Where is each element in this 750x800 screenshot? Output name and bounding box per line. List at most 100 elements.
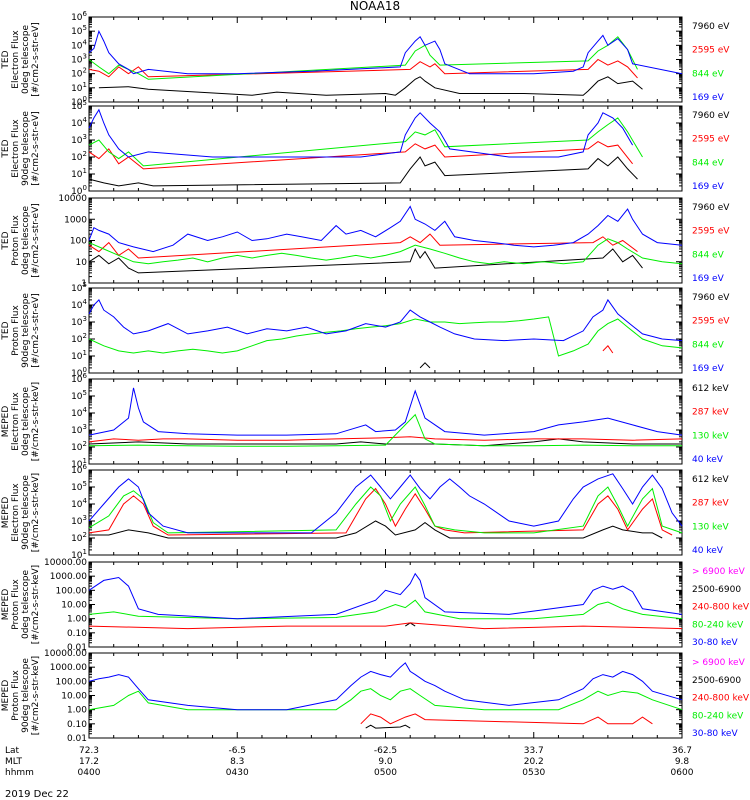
legend-label: 287 keV <box>692 408 729 418</box>
y-tick-label: 1000.00 <box>50 572 87 582</box>
x-tick-label: 20.2 <box>524 757 544 767</box>
x-axis-labels: Lat 72.3 -6.5 -62.5 33.7 36.7 MLT 17.2 8.3 9.0 20.… <box>5 746 694 778</box>
y-tick-label: 100.00 <box>56 586 88 596</box>
y-tick-label: 104 <box>71 497 87 510</box>
y-tick-label: 1 <box>81 279 87 289</box>
panel-3: 1 10 100 1000 10000 TEDProton Flux0deg telesc… <box>1 194 730 289</box>
series-line-0 <box>88 156 638 187</box>
y-tick-label: 104 <box>71 406 87 419</box>
y-tick-label: 10000.00 <box>44 558 87 568</box>
x-row-label: Lat <box>5 746 20 756</box>
x-row-label: MLT <box>5 757 23 767</box>
y-tick-label: 0.01 <box>67 643 87 653</box>
legend-label: 2595 eV <box>692 317 730 327</box>
y-tick-label: 101 <box>71 81 87 94</box>
legend-label: 612 keV <box>692 384 729 394</box>
chart-title: NOAA18 <box>350 0 400 13</box>
panel-8: 0.01 0.10 1.00 10.00 100.00 1000.00 10000.00ME… <box>1 649 750 744</box>
y-axis-label: TEDElectron Flux90deg telescope[#/cm2-s-… <box>1 111 41 186</box>
panel-frame <box>88 105 683 192</box>
y-tick-label: 102 <box>71 67 87 80</box>
series-line-0 <box>419 362 431 369</box>
y-tick-label: 1.00 <box>67 615 87 625</box>
series-line-1 <box>365 724 411 729</box>
legend-label: 844 eV <box>692 158 725 168</box>
y-tick-label: 101 <box>71 167 87 180</box>
series-line-3 <box>88 473 683 534</box>
legend-label: 40 keV <box>692 455 724 465</box>
x-tick-label: 8.3 <box>230 757 244 767</box>
x-tick-label: 0400 <box>78 768 101 778</box>
legend-label: 169 eV <box>692 182 725 192</box>
legend-label: 7960 eV <box>692 203 730 213</box>
legend-label: 844 eV <box>692 250 725 260</box>
legend-label: 2500-6900 <box>692 585 741 595</box>
series-line-2 <box>88 36 638 80</box>
panel-7: 0.01 0.10 1.00 10.00 100.00 1000.00 10000.00ME… <box>1 558 750 653</box>
x-tick-label: -6.5 <box>228 746 246 756</box>
series-line-0 <box>88 247 643 274</box>
y-tick-label: 104 <box>71 298 87 311</box>
y-axis-label: TEDProton Flux90deg telescope[#/cm2-s-st… <box>1 293 41 368</box>
panel-frame <box>88 197 683 284</box>
legend-label: 30-80 keV <box>692 729 738 739</box>
y-tick-label: 103 <box>71 315 87 328</box>
panel-frame <box>88 287 683 374</box>
legend-label: 80-240 keV <box>692 620 744 630</box>
series-line-3 <box>88 688 683 711</box>
y-tick-label: 0.10 <box>67 629 87 639</box>
series-line-0 <box>98 76 643 96</box>
x-tick-label: 36.7 <box>672 746 692 756</box>
y-tick-label: 0.01 <box>67 734 87 744</box>
panel-frame <box>88 378 683 465</box>
y-tick-label: 10000 <box>58 194 87 204</box>
x-tick-label: 0600 <box>671 768 694 778</box>
y-axis-label: MEPEDElectron Flux90deg telescope[#/cm2-… <box>1 473 41 552</box>
panel-frame <box>88 16 683 103</box>
y-tick-label: 104 <box>71 38 87 51</box>
y-tick-label: 10.00 <box>61 601 87 611</box>
x-tick-label: 33.7 <box>524 746 544 756</box>
series-line-3 <box>88 205 683 253</box>
legend-label: 40 keV <box>692 546 724 556</box>
series-line-2 <box>88 238 683 265</box>
legend-label: 844 eV <box>692 340 725 350</box>
legend-label: 844 eV <box>692 69 725 79</box>
series-line-1 <box>88 487 673 536</box>
y-axis-label: TEDElectron Flux0deg telescope[#/cm2-s-s… <box>1 22 41 97</box>
series-line-2 <box>88 486 683 534</box>
legend-label: 240-800 keV <box>692 603 750 613</box>
y-tick-label: 102 <box>71 150 87 163</box>
y-tick-label: 100.00 <box>56 677 88 687</box>
x-tick-label: 72.3 <box>79 746 99 756</box>
legend-label: 2595 eV <box>692 135 730 145</box>
series-line-3 <box>88 29 683 75</box>
y-tick-label: 105 <box>71 389 87 402</box>
x-tick-label: 17.2 <box>79 757 99 767</box>
series-line-1 <box>602 345 614 354</box>
x-tick-label: 9.8 <box>675 757 690 767</box>
y-tick-label: 0.10 <box>67 720 87 730</box>
series-line-3 <box>88 298 683 342</box>
y-tick-label: 103 <box>71 53 87 66</box>
panel-frame <box>88 561 683 648</box>
legend-label: 2595 eV <box>692 46 730 56</box>
series-line-2 <box>88 413 682 447</box>
legend-label: 169 eV <box>692 274 725 284</box>
legend-label: 2500-6900 <box>692 676 741 686</box>
y-axis-label: MEPEDProton Flux90deg telescope[#/cm2-s-… <box>1 656 41 735</box>
series-line-4 <box>88 662 683 711</box>
series-line-3 <box>88 108 634 158</box>
series-line-0 <box>88 438 682 447</box>
legend-label: 169 eV <box>692 364 725 374</box>
y-tick-label: 105 <box>71 480 87 493</box>
y-tick-label: 103 <box>71 514 87 527</box>
y-tick-label: 104 <box>71 116 87 129</box>
y-tick-label: 10.00 <box>61 692 87 702</box>
date-label: 2019 Dec 22 <box>5 789 69 800</box>
legend-label: 30-80 keV <box>692 638 738 648</box>
